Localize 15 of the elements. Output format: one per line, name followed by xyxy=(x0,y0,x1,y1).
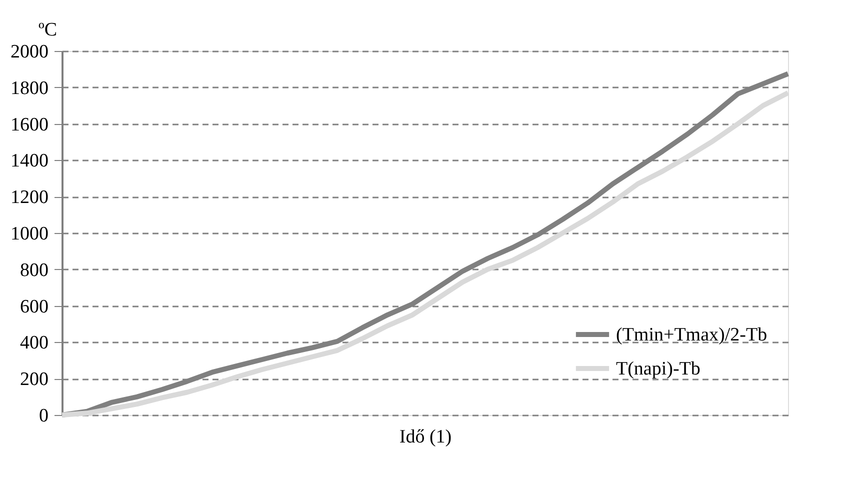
y-tick-label: 2000 xyxy=(10,42,48,62)
y-tick-label: 800 xyxy=(20,260,48,281)
y-axis-title: ºC xyxy=(38,20,58,40)
y-tick-label: 1200 xyxy=(10,187,48,208)
y-tick-label: 1000 xyxy=(10,224,48,244)
y-tick-label: 1800 xyxy=(10,78,48,99)
y-tick-label: 400 xyxy=(20,332,48,354)
y-tick-label: 600 xyxy=(20,296,48,318)
y-tick-label: 0 xyxy=(39,406,48,426)
x-axis-title: Idő (1) xyxy=(399,426,452,448)
y-tick-label: 1400 xyxy=(10,150,48,172)
y-tick-label: 1600 xyxy=(10,114,48,136)
legend-label: T(napi)-Tb xyxy=(616,358,700,380)
legend-label: (Tmin+Tmax)/2-Tb xyxy=(616,324,768,346)
y-tick-label: 200 xyxy=(20,369,48,390)
